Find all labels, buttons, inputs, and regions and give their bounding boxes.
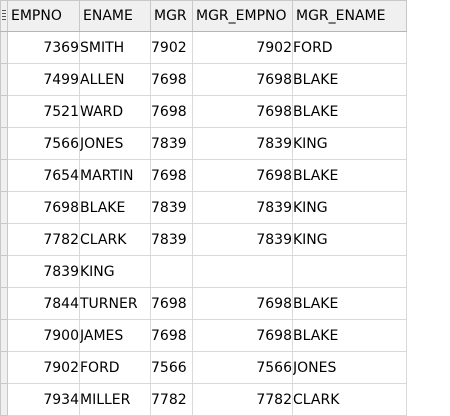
cell-empno[interactable]: 7839 [7, 255, 80, 288]
cell-mgr[interactable]: 7839 [150, 191, 193, 224]
cell-empno[interactable]: 7782 [7, 223, 80, 256]
row-selector[interactable] [0, 63, 8, 96]
cell-mgr-empno[interactable]: 7782 [192, 383, 293, 416]
cell-mgr-ename[interactable]: BLAKE [292, 63, 407, 96]
column-header-ename[interactable]: ENAME [79, 0, 151, 32]
cell-mgr[interactable] [150, 255, 193, 288]
cell-mgr-ename[interactable] [292, 255, 407, 288]
table-row[interactable]: 7902 FORD 7566 7566 JONES [0, 351, 407, 384]
select-all-corner[interactable] [0, 0, 8, 32]
table-row[interactable]: 7900 JAMES 7698 7698 BLAKE [0, 319, 407, 352]
cell-mgr-empno[interactable]: 7698 [192, 63, 293, 96]
column-header-mgr-empno[interactable]: MGR_EMPNO [192, 0, 293, 32]
cell-mgr-empno[interactable]: 7839 [192, 127, 293, 160]
header-row: EMPNO ENAME MGR MGR_EMPNO MGR_ENAME [0, 0, 407, 32]
column-header-mgr[interactable]: MGR [150, 0, 193, 32]
table-row[interactable]: 7566 JONES 7839 7839 KING [0, 127, 407, 160]
cell-mgr-ename[interactable]: FORD [292, 31, 407, 64]
cell-mgr-ename[interactable]: CLARK [292, 383, 407, 416]
column-header-mgr-ename[interactable]: MGR_ENAME [292, 0, 407, 32]
cell-mgr-ename[interactable]: BLAKE [292, 319, 407, 352]
row-selector[interactable] [0, 287, 8, 320]
cell-mgr-empno[interactable]: 7698 [192, 287, 293, 320]
table-row[interactable]: 7499 ALLEN 7698 7698 BLAKE [0, 63, 407, 96]
cell-ename[interactable]: BLAKE [79, 191, 151, 224]
grid-body: 7369 SMITH 7902 7902 FORD 7499 ALLEN 7698 7698 BL… [0, 31, 407, 416]
table-row[interactable]: 7654 MARTIN 7698 7698 BLAKE [0, 159, 407, 192]
row-selector[interactable] [0, 95, 8, 128]
cell-mgr-ename[interactable]: KING [292, 191, 407, 224]
cell-ename[interactable]: MILLER [79, 383, 151, 416]
cell-ename[interactable]: JONES [79, 127, 151, 160]
cell-mgr[interactable]: 7782 [150, 383, 193, 416]
cell-mgr-ename[interactable]: JONES [292, 351, 407, 384]
table-row[interactable]: 7934 MILLER 7782 7782 CLARK [0, 383, 407, 416]
cell-mgr[interactable]: 7698 [150, 319, 193, 352]
row-selector[interactable] [0, 255, 8, 288]
cell-mgr-ename[interactable]: BLAKE [292, 95, 407, 128]
cell-ename[interactable]: KING [79, 255, 151, 288]
cell-ename[interactable]: ALLEN [79, 63, 151, 96]
cell-mgr[interactable]: 7698 [150, 287, 193, 320]
grid-menu-icon [2, 10, 6, 21]
cell-empno[interactable]: 7369 [7, 31, 80, 64]
row-selector[interactable] [0, 191, 8, 224]
cell-ename[interactable]: SMITH [79, 31, 151, 64]
cell-ename[interactable]: MARTIN [79, 159, 151, 192]
row-selector[interactable] [0, 319, 8, 352]
table-row[interactable]: 7839 KING [0, 255, 407, 288]
cell-mgr[interactable]: 7839 [150, 127, 193, 160]
cell-mgr[interactable]: 7698 [150, 159, 193, 192]
cell-empno[interactable]: 7521 [7, 95, 80, 128]
cell-empno[interactable]: 7566 [7, 127, 80, 160]
table-row[interactable]: 7521 WARD 7698 7698 BLAKE [0, 95, 407, 128]
row-selector[interactable] [0, 31, 8, 64]
cell-mgr[interactable]: 7566 [150, 351, 193, 384]
cell-ename[interactable]: WARD [79, 95, 151, 128]
cell-mgr-empno[interactable]: 7566 [192, 351, 293, 384]
cell-ename[interactable]: JAMES [79, 319, 151, 352]
row-selector[interactable] [0, 351, 8, 384]
cell-empno[interactable]: 7844 [7, 287, 80, 320]
cell-ename[interactable]: CLARK [79, 223, 151, 256]
cell-empno[interactable]: 7934 [7, 383, 80, 416]
cell-mgr[interactable]: 7839 [150, 223, 193, 256]
row-selector[interactable] [0, 127, 8, 160]
table-row[interactable]: 7698 BLAKE 7839 7839 KING [0, 191, 407, 224]
cell-empno[interactable]: 7654 [7, 159, 80, 192]
cell-empno[interactable]: 7900 [7, 319, 80, 352]
table-row[interactable]: 7782 CLARK 7839 7839 KING [0, 223, 407, 256]
cell-mgr-ename[interactable]: KING [292, 127, 407, 160]
cell-ename[interactable]: TURNER [79, 287, 151, 320]
cell-mgr-empno[interactable]: 7839 [192, 191, 293, 224]
cell-mgr-empno[interactable] [192, 255, 293, 288]
grid-header: EMPNO ENAME MGR MGR_EMPNO MGR_ENAME [0, 0, 407, 32]
cell-mgr[interactable]: 7698 [150, 95, 193, 128]
cell-mgr[interactable]: 7902 [150, 31, 193, 64]
table-row[interactable]: 7844 TURNER 7698 7698 BLAKE [0, 287, 407, 320]
cell-mgr-empno[interactable]: 7698 [192, 95, 293, 128]
cell-mgr-ename[interactable]: BLAKE [292, 159, 407, 192]
row-selector[interactable] [0, 159, 8, 192]
row-selector[interactable] [0, 223, 8, 256]
cell-empno[interactable]: 7902 [7, 351, 80, 384]
cell-mgr-ename[interactable]: BLAKE [292, 287, 407, 320]
cell-empno[interactable]: 7499 [7, 63, 80, 96]
cell-mgr-ename[interactable]: KING [292, 223, 407, 256]
table-row[interactable]: 7369 SMITH 7902 7902 FORD [0, 31, 407, 64]
cell-mgr-empno[interactable]: 7902 [192, 31, 293, 64]
cell-mgr-empno[interactable]: 7698 [192, 159, 293, 192]
column-header-empno[interactable]: EMPNO [7, 0, 80, 32]
cell-empno[interactable]: 7698 [7, 191, 80, 224]
row-selector[interactable] [0, 383, 8, 416]
cell-mgr[interactable]: 7698 [150, 63, 193, 96]
cell-mgr-empno[interactable]: 7698 [192, 319, 293, 352]
results-grid[interactable]: EMPNO ENAME MGR MGR_EMPNO MGR_ENAME 7369… [0, 0, 407, 416]
cell-ename[interactable]: FORD [79, 351, 151, 384]
cell-mgr-empno[interactable]: 7839 [192, 223, 293, 256]
